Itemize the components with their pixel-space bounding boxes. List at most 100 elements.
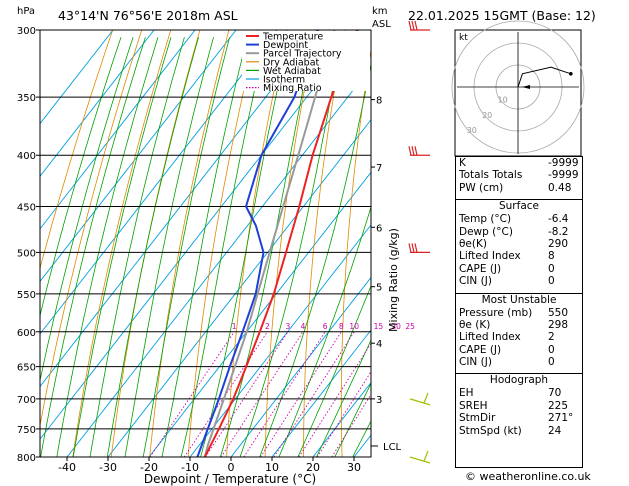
hodograph-table-row: StmSpd (kt) 24 bbox=[456, 425, 582, 437]
temperature-tick-label: -10 bbox=[181, 461, 199, 474]
surface-value: 8 bbox=[548, 250, 555, 263]
most-unstable-row: Lifted Index 2 bbox=[456, 331, 582, 343]
mixing-ratio-axis-label: Mixing Ratio (g/kg) bbox=[387, 228, 400, 332]
hodograph-table-row: StmDir 271° bbox=[456, 412, 582, 424]
wind-barb-flag bbox=[408, 20, 412, 31]
most-unstable-title: Most Unstable bbox=[481, 293, 557, 306]
wet-adiabat-line bbox=[124, 37, 214, 457]
hodograph-endpoint bbox=[569, 72, 573, 76]
mixing-ratio-line bbox=[183, 331, 268, 457]
hodograph-table-value: 70 bbox=[548, 387, 562, 400]
legend-label: Dewpoint bbox=[263, 40, 308, 51]
legend-label: Wet Adiabat bbox=[263, 66, 321, 77]
index-row: K -9999 bbox=[456, 157, 582, 169]
wet-adiabat-line bbox=[89, 37, 185, 457]
hodograph-ring-label: 30 bbox=[467, 126, 477, 135]
wet-adiabat-line bbox=[72, 37, 172, 457]
hodograph-ring-label: 20 bbox=[482, 111, 492, 120]
pressure-tick-label: 500 bbox=[17, 248, 36, 259]
hodograph-table-label: StmSpd (kt) bbox=[459, 424, 522, 437]
wet-adiabat-line bbox=[56, 37, 159, 457]
datetime-label: 22.01.2025 15GMT (Base: 12) bbox=[408, 8, 596, 23]
most-unstable-label: CIN (J) bbox=[459, 356, 492, 369]
legend-label: Isotherm bbox=[263, 75, 305, 86]
mixing-ratio-line bbox=[260, 331, 342, 457]
surface-row: Dewp (°C) -8.2 bbox=[456, 226, 582, 238]
mixing-ratio-label: 6 bbox=[323, 322, 328, 331]
legend-label: Mixing Ratio bbox=[263, 83, 322, 94]
wet-adiabat-line bbox=[334, 382, 371, 457]
hodograph-table-row: EH 70 bbox=[456, 387, 582, 399]
surface-value: 290 bbox=[548, 237, 569, 250]
most-unstable-label: CAPE (J) bbox=[459, 343, 502, 356]
wind-barb bbox=[408, 243, 430, 253]
wet-adiabat-line bbox=[297, 284, 371, 457]
surface-label: CAPE (J) bbox=[459, 262, 502, 275]
wind-barb bbox=[408, 146, 430, 156]
pressure-tick-label: 300 bbox=[17, 26, 36, 37]
surface-label: θe(K) bbox=[459, 237, 487, 250]
isotherm-line bbox=[107, 119, 371, 457]
asl-label: ASL bbox=[372, 19, 391, 30]
isotherm-line bbox=[271, 329, 371, 457]
mixing-ratio-labels: 1 2 3 4 6 8 10 15 20 25 bbox=[232, 322, 415, 331]
most-unstable-value: 0 bbox=[548, 343, 555, 356]
isotherm-line bbox=[40, 30, 319, 388]
mixing-ratio-label: 10 bbox=[349, 322, 359, 331]
most-unstable-label: Lifted Index bbox=[459, 331, 521, 344]
most-unstable-row: CIN (J) 0 bbox=[456, 356, 582, 368]
surface-value: -6.4 bbox=[548, 213, 569, 226]
surface-value: 0 bbox=[548, 262, 555, 275]
wet-adiabat-line bbox=[40, 37, 134, 383]
mixing-ratio-line bbox=[298, 342, 371, 457]
mixing-ratio-label: 15 bbox=[374, 322, 384, 331]
isotherm-line bbox=[148, 171, 371, 457]
pressure-tick-label: 350 bbox=[17, 93, 36, 104]
mixing-ratio-line bbox=[205, 331, 289, 457]
mixing-ratio-line bbox=[149, 331, 235, 457]
wind-barb bbox=[409, 450, 431, 464]
height-tick-label: 8 bbox=[376, 96, 382, 107]
index-value: -9999 bbox=[548, 157, 579, 169]
legend-label: Temperature bbox=[262, 32, 323, 43]
most-unstable-value: 550 bbox=[548, 306, 569, 319]
most-unstable-row: Pressure (mb) 550 bbox=[456, 307, 582, 319]
wet-adiabat-line bbox=[106, 37, 199, 457]
hodograph-table-label: EH bbox=[459, 387, 474, 400]
surface-row: CAPE (J) 0 bbox=[456, 263, 582, 275]
pressure-tick-label: 450 bbox=[17, 203, 36, 214]
wind-barb-shaft bbox=[409, 456, 431, 464]
temperature-tick-label: -40 bbox=[58, 461, 76, 474]
hodograph-table-value: 271° bbox=[548, 412, 574, 425]
isotherm-line bbox=[40, 30, 360, 440]
isotherm-line bbox=[40, 30, 196, 230]
isotherm-line bbox=[312, 381, 371, 457]
pressure-tick-label: 550 bbox=[17, 290, 36, 301]
dry-adiabat-line bbox=[40, 30, 143, 428]
wet-adiabat-line bbox=[316, 339, 371, 457]
lcl-label: LCL bbox=[383, 442, 402, 453]
wet-adiabat-line bbox=[239, 37, 344, 457]
wind-barb-flag bbox=[411, 243, 415, 253]
profiles bbox=[196, 30, 358, 457]
temperature-tick-label: -30 bbox=[99, 461, 117, 474]
surface-label: Lifted Index bbox=[459, 250, 521, 263]
isotherm-line bbox=[40, 30, 155, 177]
isotherm-line bbox=[230, 276, 371, 457]
most-unstable-label: θe (K) bbox=[459, 318, 491, 331]
mixing-ratio-label: 3 bbox=[286, 322, 291, 331]
surface-row: CIN (J) 0 bbox=[456, 275, 582, 287]
wet-adiabat-line bbox=[40, 37, 146, 457]
temperature-tick-label: 10 bbox=[265, 461, 279, 474]
pressure-tick-label: 700 bbox=[17, 395, 36, 406]
pressure-tick-label: 600 bbox=[17, 328, 36, 339]
temperature-tick-label: 30 bbox=[347, 461, 361, 474]
mixing-ratio-label: 20 bbox=[391, 322, 401, 331]
surface-row: Lifted Index 8 bbox=[456, 250, 582, 262]
hodograph: kt 10 20 30 bbox=[451, 20, 585, 157]
height-tick-label: 7 bbox=[376, 163, 382, 174]
mixing-ratio-line bbox=[243, 331, 326, 457]
x-axis-label: Dewpoint / Temperature (°C) bbox=[144, 472, 316, 486]
footer-credit: © weatheronline.co.uk bbox=[465, 470, 591, 483]
surface-label: Dewp (°C) bbox=[459, 225, 513, 238]
